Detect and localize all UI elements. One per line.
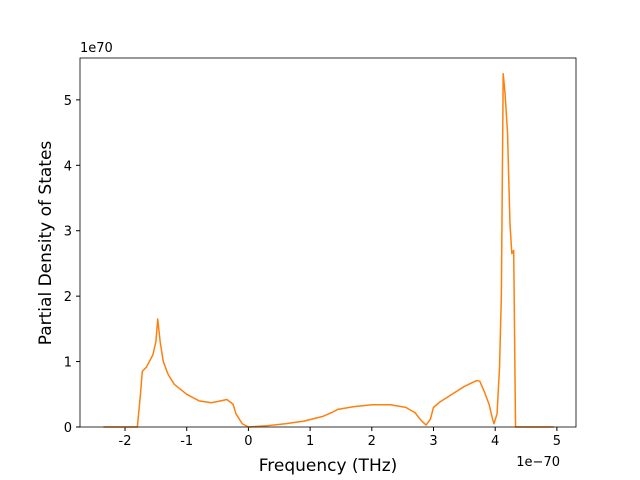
y-tick-label: 3 bbox=[64, 225, 72, 240]
y-tick-label: 2 bbox=[64, 290, 72, 305]
y-offset-label: 1e70 bbox=[80, 41, 113, 56]
y-tick-label: 0 bbox=[64, 421, 72, 436]
x-tick-label: 4 bbox=[491, 434, 499, 449]
x-tick-label: 0 bbox=[244, 434, 252, 449]
x-tick-label: 1 bbox=[306, 434, 314, 449]
x-axis-label: Frequency (THz) bbox=[259, 456, 398, 476]
y-tick-label: 5 bbox=[64, 94, 72, 109]
y-axis-label: Partial Density of States bbox=[36, 141, 56, 346]
line-series bbox=[103, 72, 554, 428]
plot-frame bbox=[79, 57, 577, 428]
x-tick-label: -1 bbox=[180, 434, 193, 449]
x-tick-label: -2 bbox=[119, 434, 132, 449]
x-tick-label: 5 bbox=[553, 434, 561, 449]
x-tick-label: 3 bbox=[429, 434, 437, 449]
x-tick-label: 2 bbox=[368, 434, 376, 449]
y-tick-label: 4 bbox=[64, 159, 72, 174]
x-offset-label: 1e−70 bbox=[516, 455, 560, 470]
y-tick-label: 1 bbox=[64, 356, 72, 371]
